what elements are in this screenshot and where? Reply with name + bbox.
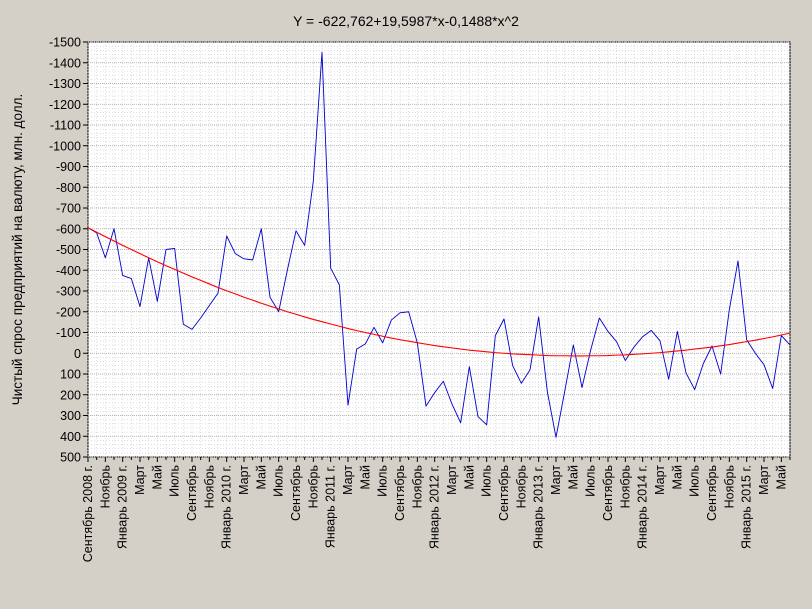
axes: -1500-1400-1300-1200-1100-1000-900-800-7… <box>49 36 791 562</box>
x-tick-label: Июль <box>480 465 494 497</box>
x-tick-label: Июль <box>688 465 702 497</box>
x-tick-label: Март <box>757 465 771 495</box>
x-tick-label: Сентябрь 2008 г. <box>81 465 95 562</box>
x-tick-label: Сентябрь <box>289 465 303 521</box>
x-tick-label: Январь 2015 г. <box>740 465 754 549</box>
y-tick-label: 300 <box>60 409 81 423</box>
x-tick-label: Июль <box>168 465 182 497</box>
x-tick-label: Май <box>462 465 476 490</box>
x-tick-label: Январь 2010 г. <box>220 465 234 549</box>
y-tick-label: 200 <box>60 388 81 402</box>
x-tick-label: Январь 2014 г. <box>636 465 650 549</box>
x-tick-label: Март <box>133 465 147 495</box>
x-tick-label: Ноябрь <box>306 465 320 508</box>
x-tick-label: Ноябрь <box>722 465 736 508</box>
y-tick-label: -1500 <box>49 36 81 50</box>
y-tick-label: -1200 <box>49 98 81 112</box>
chart-title: Y = -622,762+19,5987*x-0,1488*x^2 <box>293 13 519 29</box>
x-tick-label: Январь 2013 г. <box>532 465 546 549</box>
y-tick-label: 100 <box>60 368 81 382</box>
x-tick-label: Май <box>670 465 684 490</box>
x-tick-label: Июль <box>584 465 598 497</box>
y-tick-label: -200 <box>56 305 81 319</box>
x-tick-label: Май <box>566 465 580 490</box>
x-tick-label: Март <box>549 465 563 495</box>
y-tick-label: 0 <box>74 347 81 361</box>
y-tick-label: -1400 <box>49 56 81 70</box>
grid <box>87 41 791 458</box>
x-tick-label: Май <box>358 465 372 490</box>
y-tick-label: -700 <box>56 202 81 216</box>
x-tick-label: Сентябрь <box>393 465 407 521</box>
y-tick-label: 500 <box>60 451 81 465</box>
x-tick-label: Май <box>254 465 268 490</box>
x-tick-label: Июль <box>376 465 390 497</box>
x-tick-label: Январь 2012 г. <box>428 465 442 549</box>
y-tick-label: -900 <box>56 160 81 174</box>
x-tick-label: Январь 2009 г. <box>116 465 130 549</box>
x-tick-label: Март <box>445 465 459 495</box>
x-tick-label: Сентябрь <box>705 465 719 521</box>
x-tick-label: Март <box>653 465 667 495</box>
y-tick-label: -1300 <box>49 77 81 91</box>
x-tick-label: Ноябрь <box>618 465 632 508</box>
x-tick-label: Май <box>774 465 788 490</box>
series-layer <box>87 51 791 438</box>
x-tick-label: Март <box>341 465 355 495</box>
x-tick-label: Сентябрь <box>601 465 615 521</box>
y-tick-label: -800 <box>56 181 81 195</box>
series-line-data <box>87 51 791 438</box>
x-tick-label: Ноябрь <box>202 465 216 508</box>
y-tick-label: -400 <box>56 264 81 278</box>
x-tick-label: Июль <box>272 465 286 497</box>
y-axis-label: Чистый спрос предприятий на валюту, млн.… <box>10 94 25 406</box>
y-tick-label: -100 <box>56 326 81 340</box>
y-tick-label: -1100 <box>50 119 81 133</box>
y-tick-label: 400 <box>60 430 81 444</box>
x-tick-label: Март <box>237 465 251 495</box>
x-tick-label: Ноябрь <box>98 465 112 508</box>
series-line-trend <box>87 227 791 357</box>
y-tick-label: -500 <box>56 243 81 257</box>
y-tick-label: -1000 <box>49 139 81 153</box>
y-tick-label: -600 <box>56 222 81 236</box>
x-tick-label: Сентябрь <box>497 465 511 521</box>
x-tick-label: Ноябрь <box>410 465 424 508</box>
x-tick-label: Январь 2011 г. <box>324 465 338 548</box>
x-tick-label: Сентябрь <box>185 465 199 521</box>
y-tick-label: -300 <box>56 285 81 299</box>
x-tick-label: Ноябрь <box>514 465 528 508</box>
x-tick-label: Май <box>150 465 164 490</box>
